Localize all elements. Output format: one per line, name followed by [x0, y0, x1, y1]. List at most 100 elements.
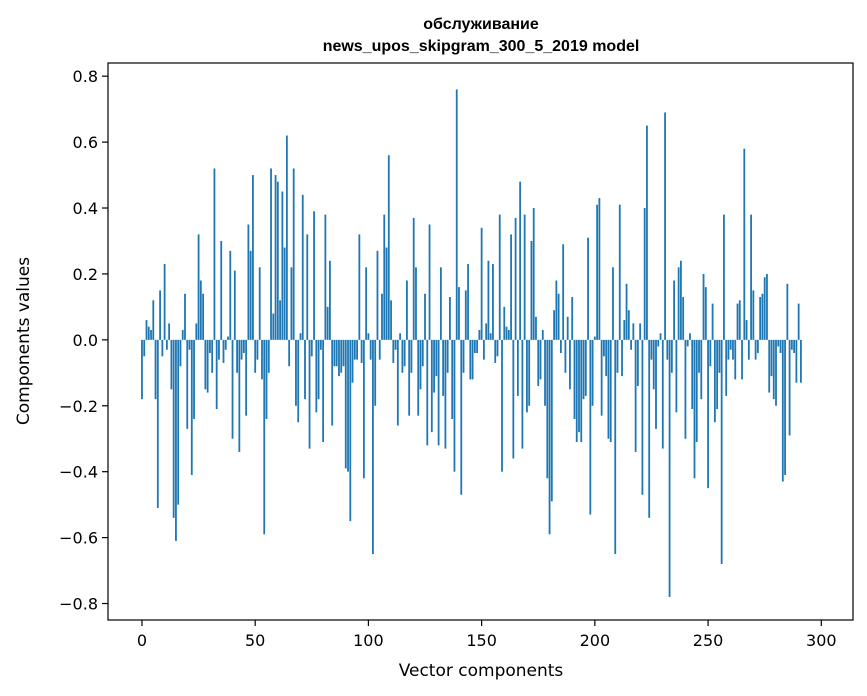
bar-258: [725, 339, 728, 396]
bar-6: [154, 339, 157, 400]
bar-42: [236, 339, 238, 373]
bar-65: [288, 339, 291, 367]
bar-131: [437, 339, 440, 446]
x-tick-label: 0: [137, 631, 147, 650]
bar-203: [600, 339, 603, 416]
bar-163: [510, 234, 512, 340]
bar-69: [297, 339, 300, 423]
bar-172: [530, 240, 533, 340]
bar-14: [172, 339, 175, 518]
x-tick-label: 250: [693, 631, 724, 650]
bar-104: [376, 250, 379, 340]
bar-43: [238, 339, 241, 452]
y-tick-label: 0.6: [73, 133, 98, 152]
y-tick-label: 0.0: [73, 331, 98, 350]
bar-150: [480, 227, 483, 340]
bar-173: [532, 208, 535, 340]
bar-259: [727, 339, 730, 360]
bar-111: [392, 339, 395, 363]
bar-279: [772, 339, 775, 400]
bar-188: [566, 316, 569, 340]
bar-185: [559, 339, 562, 354]
bar-261: [732, 339, 734, 360]
bar-88: [340, 339, 343, 373]
bar-275: [763, 277, 766, 340]
chart-subtitle: news_upos_skipgram_300_5_2019 model: [323, 38, 640, 55]
bar-135: [446, 339, 449, 373]
bar-103: [374, 339, 377, 406]
bar-27: [202, 293, 205, 340]
bar-249: [704, 287, 707, 340]
bar-278: [770, 339, 773, 377]
bar-125: [424, 293, 426, 340]
bar-123: [419, 339, 422, 390]
bar-40: [231, 339, 234, 439]
bar-273: [759, 297, 762, 340]
bar-263: [736, 303, 739, 340]
bar-280: [775, 339, 777, 406]
bar-7: [156, 339, 159, 508]
bar-232: [666, 339, 669, 360]
bar-137: [451, 339, 454, 419]
bar-99: [365, 267, 368, 340]
bar-48: [249, 250, 252, 340]
bar-256: [720, 339, 723, 564]
bar-236: [675, 339, 678, 413]
bar-225: [650, 339, 653, 360]
bar-96: [358, 234, 361, 340]
bar-181: [550, 339, 553, 502]
bar-157: [496, 339, 499, 357]
bar-52: [258, 267, 261, 340]
bar-250: [707, 339, 709, 489]
bar-1: [143, 339, 146, 357]
bar-76: [313, 211, 315, 340]
bar-73: [306, 234, 309, 340]
bar-287: [790, 339, 793, 350]
bar-138: [453, 339, 456, 472]
bar-192: [575, 339, 578, 443]
bar-270: [752, 290, 755, 340]
bar-229: [659, 333, 662, 340]
bar-207: [609, 339, 612, 443]
bar-61: [279, 300, 281, 340]
bar-28: [204, 339, 207, 390]
bar-16: [177, 339, 180, 505]
bar-177: [541, 329, 544, 340]
bar-149: [478, 329, 481, 340]
bar-271: [754, 339, 757, 360]
bar-24: [195, 323, 198, 340]
bar-224: [648, 339, 651, 518]
bar-36: [222, 339, 225, 363]
bar-12: [168, 323, 171, 340]
bar-283: [781, 339, 784, 482]
bar-227: [655, 339, 657, 429]
bar-260: [729, 339, 732, 350]
bar-202: [598, 198, 601, 340]
x-tick-label: 150: [466, 631, 497, 650]
bar-79: [319, 339, 322, 350]
bar-165: [514, 217, 517, 340]
bar-286: [788, 339, 791, 436]
bar-182: [553, 310, 555, 340]
bar-91: [347, 339, 349, 472]
bar-106: [381, 293, 383, 340]
bar-49: [252, 175, 254, 340]
bar-175: [537, 339, 540, 386]
bar-134: [444, 339, 447, 449]
bar-10: [163, 264, 166, 340]
bar-248: [702, 273, 705, 340]
y-axis-label: Components values: [14, 257, 34, 425]
bar-56: [267, 339, 270, 373]
bar-274: [761, 293, 764, 340]
bar-102: [372, 339, 374, 555]
bar-51: [256, 339, 259, 360]
bar-237: [677, 267, 680, 340]
bar-25: [197, 234, 200, 340]
bar-285: [786, 283, 789, 340]
bar-282: [779, 339, 782, 354]
bar-162: [507, 329, 510, 340]
bar-118: [408, 339, 411, 416]
bar-133: [442, 339, 445, 396]
bar-217: [632, 323, 635, 340]
bar-71: [301, 194, 304, 340]
